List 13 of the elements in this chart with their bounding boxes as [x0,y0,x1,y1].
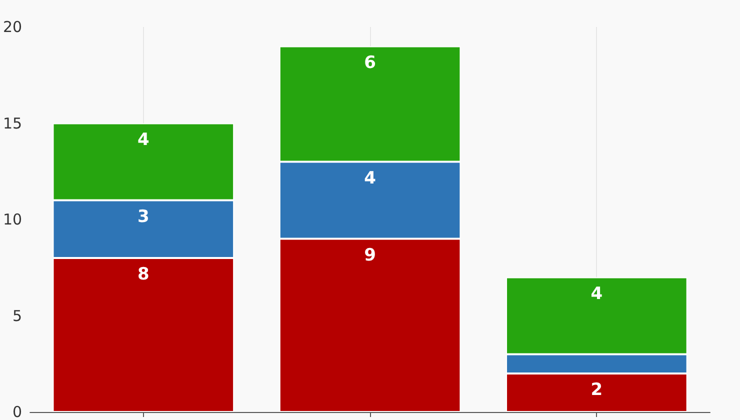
data-label: 4 [137,130,150,150]
data-label: 3 [137,206,150,227]
data-label: 6 [364,52,376,73]
y-tick-label: 20 [2,18,22,36]
y-tick-label: 5 [12,306,22,325]
data-label: 8 [137,264,150,284]
data-label: 2 [590,380,603,400]
y-tick-label: 15 [2,114,22,132]
data-label: 4 [590,284,603,304]
y-tick-label: 10 [2,210,22,228]
data-label: 9 [364,245,376,266]
data-label: 4 [364,168,376,188]
y-tick-label: 0 [12,403,22,420]
